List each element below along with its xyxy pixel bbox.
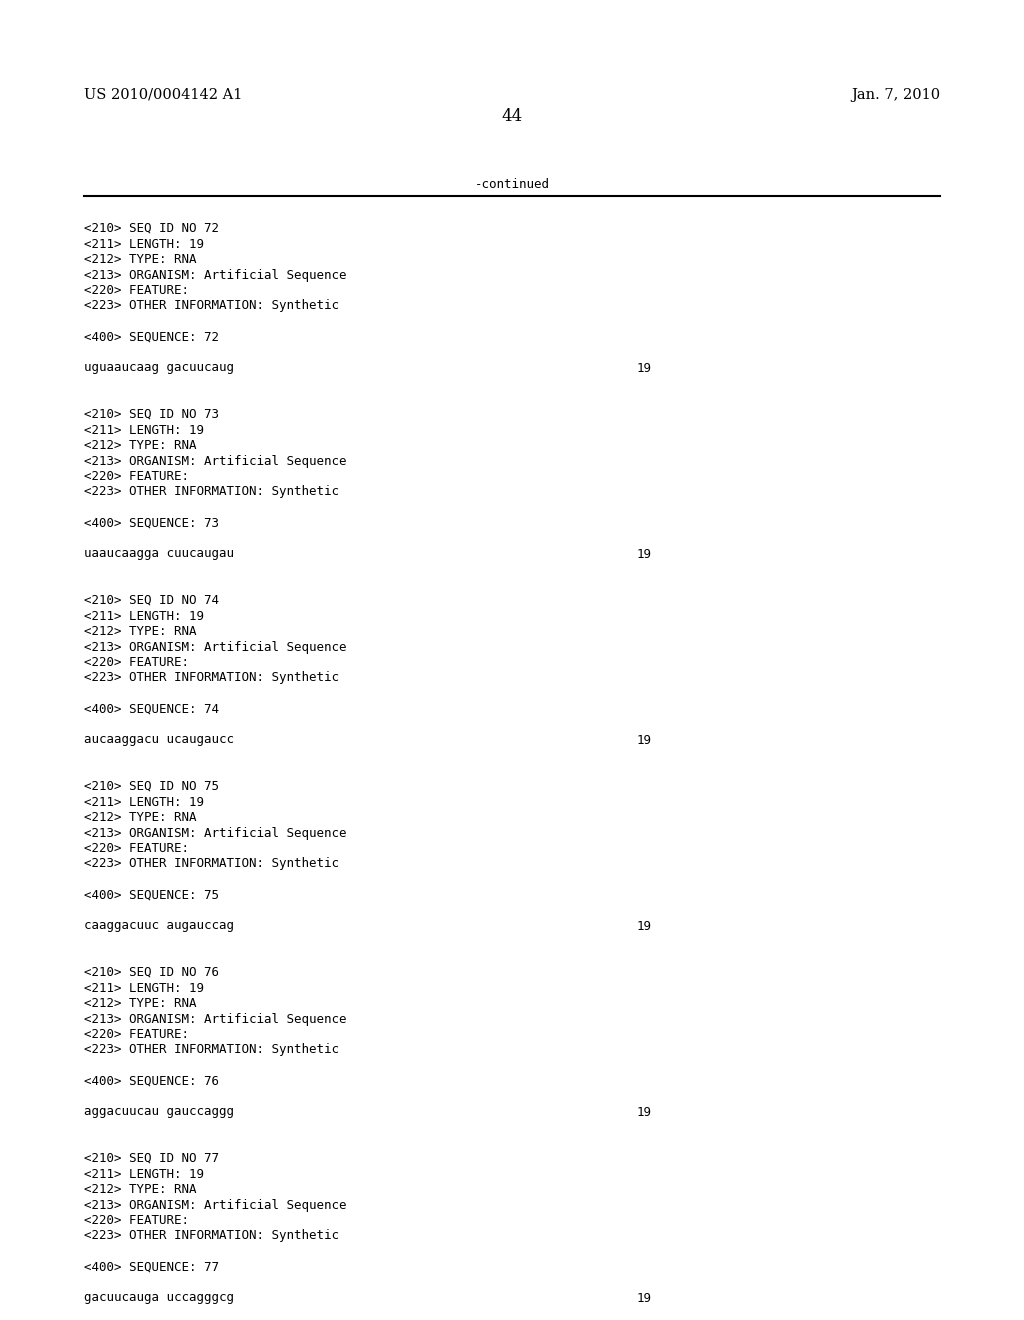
- Text: <220> FEATURE:: <220> FEATURE:: [84, 1028, 189, 1041]
- Text: <213> ORGANISM: Artificial Sequence: <213> ORGANISM: Artificial Sequence: [84, 454, 346, 467]
- Text: <210> SEQ ID NO 72: <210> SEQ ID NO 72: [84, 222, 219, 235]
- Text: <211> LENGTH: 19: <211> LENGTH: 19: [84, 238, 204, 251]
- Text: <223> OTHER INFORMATION: Synthetic: <223> OTHER INFORMATION: Synthetic: [84, 672, 339, 685]
- Text: <210> SEQ ID NO 76: <210> SEQ ID NO 76: [84, 966, 219, 979]
- Text: <220> FEATURE:: <220> FEATURE:: [84, 1214, 189, 1228]
- Text: 44: 44: [502, 108, 522, 125]
- Text: <213> ORGANISM: Artificial Sequence: <213> ORGANISM: Artificial Sequence: [84, 826, 346, 840]
- Text: <220> FEATURE:: <220> FEATURE:: [84, 656, 189, 669]
- Text: 19: 19: [637, 548, 652, 561]
- Text: <213> ORGANISM: Artificial Sequence: <213> ORGANISM: Artificial Sequence: [84, 1012, 346, 1026]
- Text: <400> SEQUENCE: 76: <400> SEQUENCE: 76: [84, 1074, 219, 1088]
- Text: Jan. 7, 2010: Jan. 7, 2010: [851, 88, 940, 102]
- Text: uaaucaagga cuucaugau: uaaucaagga cuucaugau: [84, 548, 233, 561]
- Text: <211> LENGTH: 19: <211> LENGTH: 19: [84, 982, 204, 994]
- Text: 19: 19: [637, 734, 652, 747]
- Text: <212> TYPE: RNA: <212> TYPE: RNA: [84, 997, 197, 1010]
- Text: 19: 19: [637, 1106, 652, 1118]
- Text: <212> TYPE: RNA: <212> TYPE: RNA: [84, 1183, 197, 1196]
- Text: <211> LENGTH: 19: <211> LENGTH: 19: [84, 610, 204, 623]
- Text: <211> LENGTH: 19: <211> LENGTH: 19: [84, 1167, 204, 1180]
- Text: 19: 19: [637, 1291, 652, 1304]
- Text: uguaaucaag gacuucaug: uguaaucaag gacuucaug: [84, 362, 233, 375]
- Text: caaggacuuc augauccag: caaggacuuc augauccag: [84, 920, 233, 932]
- Text: <223> OTHER INFORMATION: Synthetic: <223> OTHER INFORMATION: Synthetic: [84, 486, 339, 499]
- Text: <210> SEQ ID NO 77: <210> SEQ ID NO 77: [84, 1152, 219, 1166]
- Text: <223> OTHER INFORMATION: Synthetic: <223> OTHER INFORMATION: Synthetic: [84, 1044, 339, 1056]
- Text: <400> SEQUENCE: 74: <400> SEQUENCE: 74: [84, 702, 219, 715]
- Text: <400> SEQUENCE: 73: <400> SEQUENCE: 73: [84, 516, 219, 529]
- Text: <212> TYPE: RNA: <212> TYPE: RNA: [84, 624, 197, 638]
- Text: <223> OTHER INFORMATION: Synthetic: <223> OTHER INFORMATION: Synthetic: [84, 300, 339, 313]
- Text: <220> FEATURE:: <220> FEATURE:: [84, 470, 189, 483]
- Text: <400> SEQUENCE: 77: <400> SEQUENCE: 77: [84, 1261, 219, 1274]
- Text: <213> ORGANISM: Artificial Sequence: <213> ORGANISM: Artificial Sequence: [84, 640, 346, 653]
- Text: US 2010/0004142 A1: US 2010/0004142 A1: [84, 88, 243, 102]
- Text: <220> FEATURE:: <220> FEATURE:: [84, 842, 189, 855]
- Text: <210> SEQ ID NO 75: <210> SEQ ID NO 75: [84, 780, 219, 793]
- Text: <212> TYPE: RNA: <212> TYPE: RNA: [84, 810, 197, 824]
- Text: <210> SEQ ID NO 73: <210> SEQ ID NO 73: [84, 408, 219, 421]
- Text: <220> FEATURE:: <220> FEATURE:: [84, 284, 189, 297]
- Text: -continued: -continued: [474, 178, 550, 191]
- Text: aggacuucau gauccaggg: aggacuucau gauccaggg: [84, 1106, 233, 1118]
- Text: <213> ORGANISM: Artificial Sequence: <213> ORGANISM: Artificial Sequence: [84, 1199, 346, 1212]
- Text: <400> SEQUENCE: 72: <400> SEQUENCE: 72: [84, 330, 219, 343]
- Text: <213> ORGANISM: Artificial Sequence: <213> ORGANISM: Artificial Sequence: [84, 268, 346, 281]
- Text: <223> OTHER INFORMATION: Synthetic: <223> OTHER INFORMATION: Synthetic: [84, 858, 339, 870]
- Text: <211> LENGTH: 19: <211> LENGTH: 19: [84, 424, 204, 437]
- Text: 19: 19: [637, 362, 652, 375]
- Text: aucaaggacu ucaugaucc: aucaaggacu ucaugaucc: [84, 734, 233, 747]
- Text: <212> TYPE: RNA: <212> TYPE: RNA: [84, 440, 197, 451]
- Text: 19: 19: [637, 920, 652, 932]
- Text: gacuucauga uccagggcg: gacuucauga uccagggcg: [84, 1291, 233, 1304]
- Text: <210> SEQ ID NO 74: <210> SEQ ID NO 74: [84, 594, 219, 607]
- Text: <211> LENGTH: 19: <211> LENGTH: 19: [84, 796, 204, 808]
- Text: <212> TYPE: RNA: <212> TYPE: RNA: [84, 253, 197, 267]
- Text: <223> OTHER INFORMATION: Synthetic: <223> OTHER INFORMATION: Synthetic: [84, 1229, 339, 1242]
- Text: <400> SEQUENCE: 75: <400> SEQUENCE: 75: [84, 888, 219, 902]
